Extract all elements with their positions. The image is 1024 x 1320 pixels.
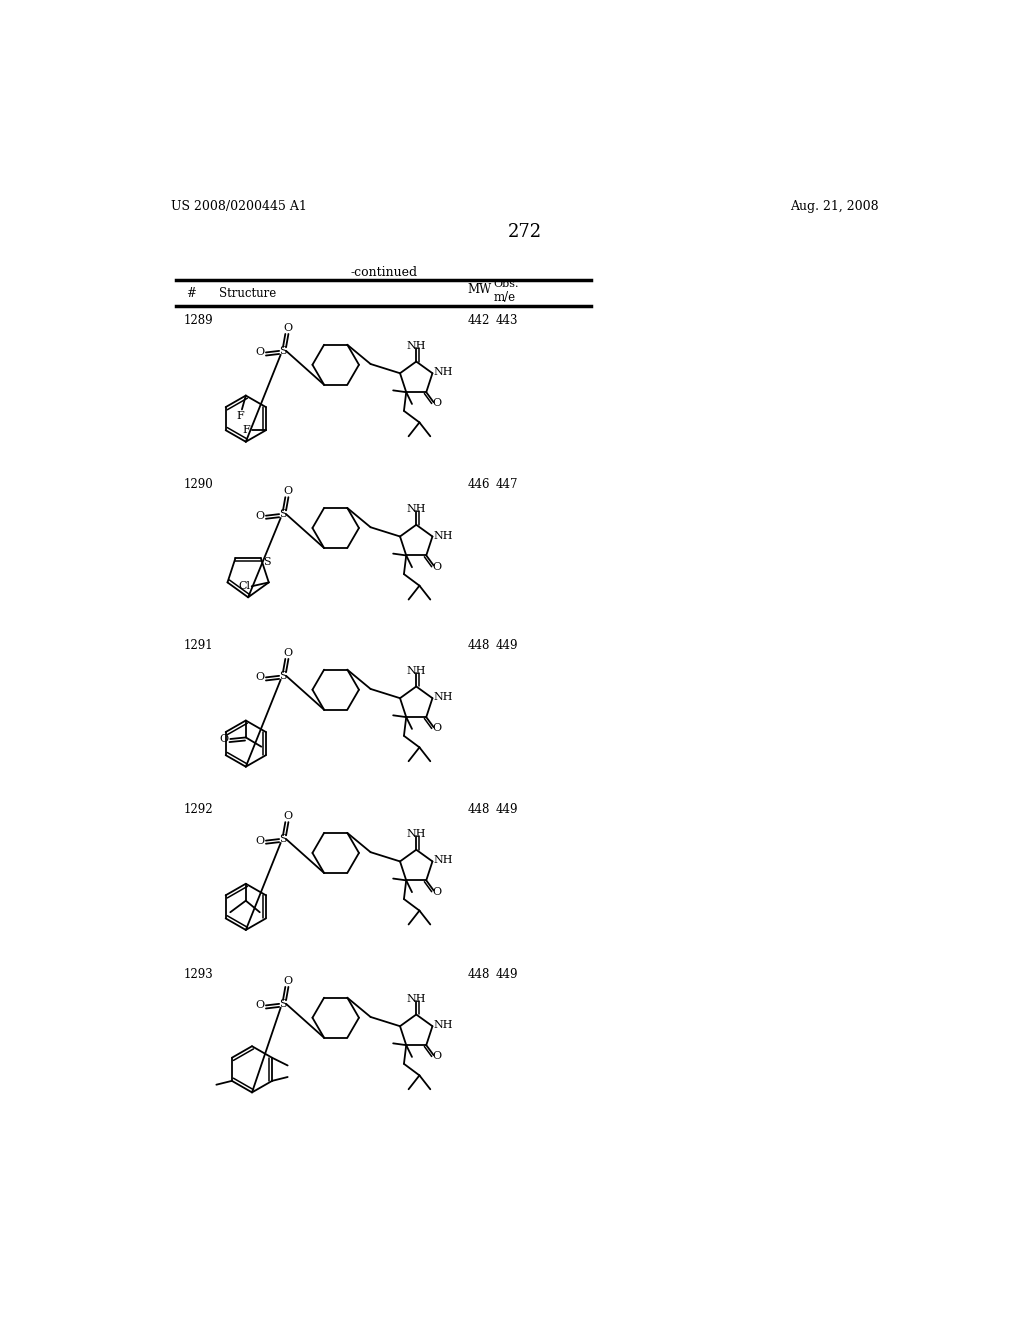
- Text: -continued: -continued: [350, 265, 418, 279]
- Text: NH: NH: [433, 692, 453, 702]
- Text: 448: 448: [467, 968, 489, 981]
- Text: 1293: 1293: [183, 968, 214, 981]
- Text: Obs.: Obs.: [494, 279, 519, 289]
- Text: O: O: [284, 810, 293, 821]
- Text: 442: 442: [467, 314, 489, 326]
- Text: NH: NH: [407, 994, 426, 1005]
- Text: O: O: [284, 323, 293, 333]
- Text: O: O: [255, 347, 264, 358]
- Text: 1292: 1292: [183, 803, 213, 816]
- Text: O: O: [432, 887, 441, 896]
- Text: Structure: Structure: [219, 286, 276, 300]
- Text: NH: NH: [407, 829, 426, 840]
- Text: O: O: [432, 399, 441, 408]
- Text: S: S: [280, 510, 287, 519]
- Text: 1289: 1289: [183, 314, 213, 326]
- Text: O: O: [284, 975, 293, 986]
- Text: Aug. 21, 2008: Aug. 21, 2008: [791, 199, 879, 213]
- Text: O: O: [255, 672, 264, 682]
- Text: 448: 448: [467, 639, 489, 652]
- Text: O: O: [284, 486, 293, 496]
- Text: O: O: [432, 561, 441, 572]
- Text: NH: NH: [433, 1020, 453, 1030]
- Text: #: #: [186, 286, 196, 300]
- Text: O: O: [255, 1001, 264, 1010]
- Text: 443: 443: [496, 314, 518, 326]
- Text: NH: NH: [433, 855, 453, 866]
- Text: 449: 449: [496, 803, 518, 816]
- Text: NH: NH: [433, 531, 453, 540]
- Text: US 2008/0200445 A1: US 2008/0200445 A1: [171, 199, 306, 213]
- Text: S: S: [280, 999, 287, 1008]
- Text: O: O: [284, 648, 293, 657]
- Text: NH: NH: [407, 667, 426, 676]
- Text: F: F: [243, 425, 251, 436]
- Text: 449: 449: [496, 639, 518, 652]
- Text: O: O: [432, 723, 441, 734]
- Text: Cl: Cl: [238, 581, 250, 591]
- Text: 272: 272: [508, 223, 542, 240]
- Text: O: O: [219, 734, 228, 744]
- Text: 449: 449: [496, 968, 518, 981]
- Text: MW: MW: [467, 282, 492, 296]
- Text: m/e: m/e: [494, 290, 516, 304]
- Text: O: O: [432, 1051, 441, 1061]
- Text: 447: 447: [496, 478, 518, 491]
- Text: 1291: 1291: [183, 639, 213, 652]
- Text: 446: 446: [467, 478, 489, 491]
- Text: F: F: [237, 411, 245, 421]
- Text: O: O: [255, 836, 264, 846]
- Text: O: O: [255, 511, 264, 520]
- Text: S: S: [263, 557, 271, 568]
- Text: S: S: [280, 671, 287, 681]
- Text: S: S: [280, 834, 287, 843]
- Text: NH: NH: [407, 504, 426, 515]
- Text: NH: NH: [407, 341, 426, 351]
- Text: 448: 448: [467, 803, 489, 816]
- Text: 1290: 1290: [183, 478, 214, 491]
- Text: NH: NH: [433, 367, 453, 378]
- Text: S: S: [280, 346, 287, 356]
